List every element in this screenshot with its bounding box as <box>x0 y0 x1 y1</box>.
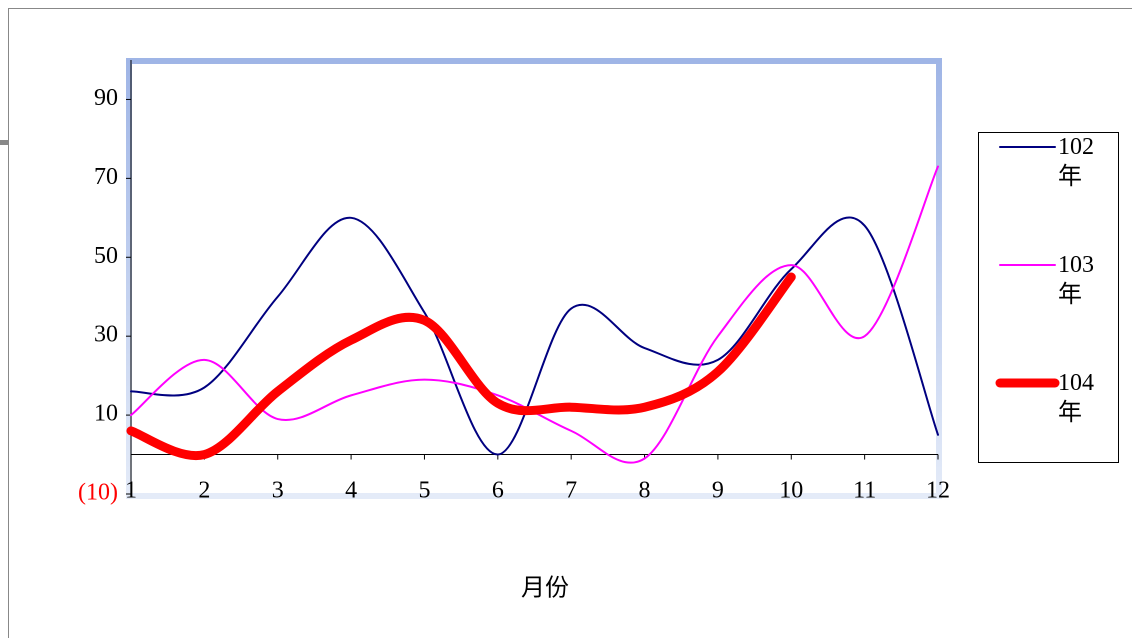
x-tick-label: 2 <box>198 478 210 504</box>
y-tick-label: (10) <box>78 480 118 506</box>
x-tick-label: 6 <box>492 478 504 504</box>
legend-label: 104年 <box>1058 370 1094 426</box>
x-tick-label: 9 <box>712 478 724 504</box>
side-marker <box>0 140 8 145</box>
x-tick-label: 4 <box>345 478 357 504</box>
y-tick-label: 30 <box>94 322 118 348</box>
x-axis-title: 月份 <box>521 575 569 602</box>
series-line <box>130 165 939 464</box>
legend-box <box>978 132 1119 463</box>
y-tick-label: 10 <box>94 401 118 427</box>
series-line <box>130 216 939 456</box>
x-tick-label: 10 <box>779 478 803 504</box>
chart-frame <box>8 8 1132 638</box>
x-tick-label: 7 <box>565 478 577 504</box>
y-tick-label: 50 <box>94 243 118 269</box>
y-tick-label: 70 <box>94 164 118 190</box>
legend-label: 103年 <box>1058 252 1094 308</box>
plot-frame <box>126 58 942 499</box>
x-tick-label: 5 <box>418 478 430 504</box>
series-line <box>126 272 796 461</box>
x-tick-label: 11 <box>853 478 876 504</box>
x-tick-label: 12 <box>926 478 950 504</box>
x-tick-label: 8 <box>639 478 651 504</box>
legend-label: 102年 <box>1058 134 1094 190</box>
y-tick-label: 90 <box>94 85 118 111</box>
x-tick-label: 1 <box>125 478 137 504</box>
x-tick-label: 3 <box>272 478 284 504</box>
